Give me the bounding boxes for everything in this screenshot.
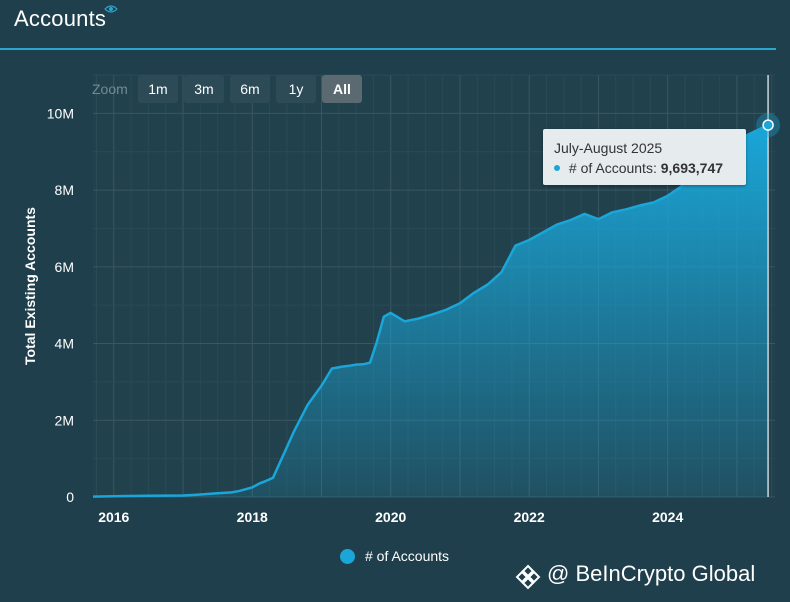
zoom-1m-button[interactable]: 1m: [138, 75, 178, 103]
hover-point[interactable]: [762, 119, 774, 131]
y-tick-label: 2M: [55, 412, 74, 428]
series-line: [92, 123, 769, 498]
x-tick-label: 2018: [237, 509, 268, 525]
tooltip-row: # of Accounts: 9,693,747: [554, 160, 723, 176]
series-dot-icon: [554, 165, 560, 172]
y-tick-label: 8M: [55, 182, 74, 198]
visibility-eye-icon[interactable]: [104, 2, 118, 16]
page-title: Accounts: [14, 6, 107, 31]
x-tick-label: 2024: [652, 509, 683, 525]
data-tooltip: July-August 2025 # of Accounts: 9,693,74…: [543, 129, 746, 185]
watermark-text: @ BeInCrypto Global: [547, 561, 756, 586]
x-tick-label: 2020: [375, 509, 406, 525]
binance-diamond-icon: [515, 564, 541, 590]
y-axis-title: Total Existing Accounts: [22, 207, 38, 365]
y-tick-label: 4M: [55, 336, 74, 352]
zoom-label: Zoom: [92, 81, 128, 97]
tooltip-date: July-August 2025: [554, 140, 663, 156]
y-tick-label: 0: [66, 489, 74, 505]
legend-dot-icon: [340, 549, 355, 564]
zoom-3m-button[interactable]: 3m: [184, 75, 224, 103]
y-tick-label: 10M: [47, 105, 74, 121]
title-underline: [0, 48, 776, 50]
y-tick-label: 6M: [55, 259, 74, 275]
zoom-6m-button[interactable]: 6m: [230, 75, 270, 103]
tooltip-value: 9,693,747: [660, 160, 724, 176]
zoom-all-button[interactable]: All: [322, 75, 362, 103]
tooltip-series-name: # of Accounts:: [568, 160, 657, 176]
x-tick-label: 2016: [98, 509, 129, 525]
zoom-1y-button[interactable]: 1y: [276, 75, 316, 103]
series-area: [93, 125, 769, 497]
legend-label: # of Accounts: [365, 548, 450, 564]
x-tick-label: 2022: [514, 509, 545, 525]
